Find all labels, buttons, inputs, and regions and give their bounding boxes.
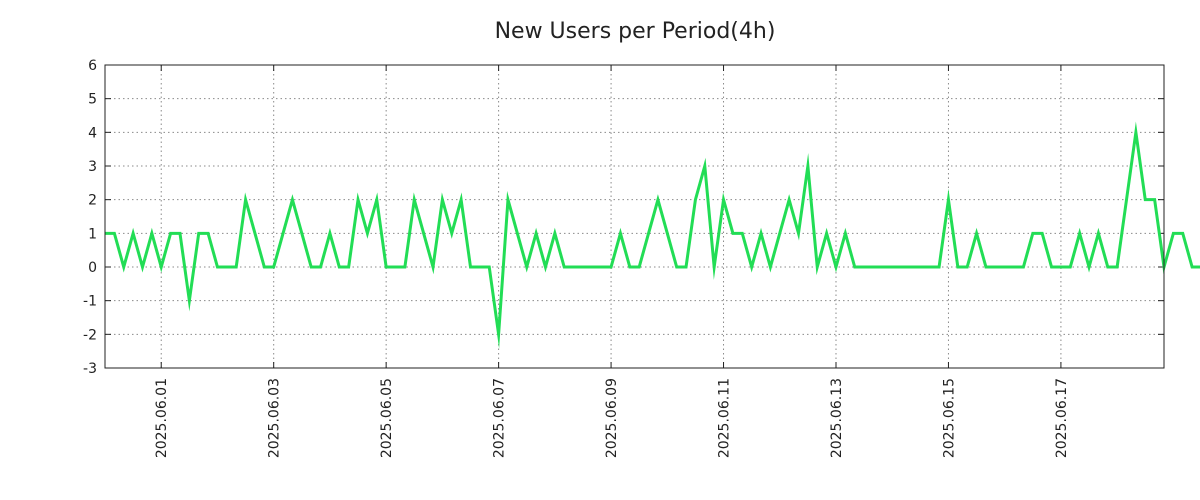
- x-tick-label: 2025.06.09: [604, 378, 620, 458]
- grid-lines: [105, 65, 1164, 368]
- series-layer: [105, 121, 1200, 349]
- y-tick-label: 0: [88, 260, 97, 276]
- chart-title: New Users per Period(4h): [495, 19, 776, 44]
- y-tick-label: -1: [83, 294, 97, 310]
- y-tick-label: -3: [83, 361, 97, 377]
- y-tick-label: 2: [88, 193, 97, 209]
- x-tick-label: 2025.06.11: [717, 378, 733, 458]
- x-tick-label: 2025.06.17: [1054, 378, 1070, 458]
- x-tick-label: 2025.06.01: [154, 378, 170, 458]
- x-tick-label: 2025.06.03: [267, 378, 283, 458]
- y-tick-label: 1: [88, 226, 97, 242]
- x-tick-label: 2025.06.13: [829, 378, 845, 458]
- y-tick-label: 5: [88, 92, 97, 108]
- plot-frame: [104, 64, 1165, 369]
- series-line: [105, 121, 1200, 349]
- y-tick-label: 6: [88, 58, 97, 74]
- y-tick-label: -2: [83, 327, 97, 343]
- y-tick-label: 4: [88, 125, 97, 141]
- x-tick-label: 2025.06.07: [492, 378, 508, 458]
- x-tick-label: 2025.06.05: [379, 378, 395, 458]
- y-tick-label: 3: [88, 159, 97, 175]
- axes: -3 -2 -1 0 1 2 3 4 5 6 2025.06.01 2025.06.03 2025.06…: [83, 58, 1164, 458]
- x-tick-label: 2025.06.15: [941, 378, 957, 458]
